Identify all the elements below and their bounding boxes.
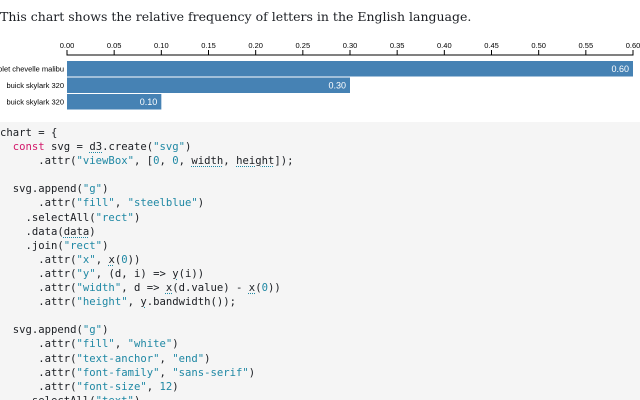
code-line: .attr("font-family", "sans-serif") <box>0 366 256 379</box>
bar-chart: 0.00 0.05 0.10 0.15 0.20 0.25 0.30 0.35 0.40 0.45… <box>0 41 640 110</box>
x-tick-label: 0.40 <box>437 41 452 50</box>
code-block: chart = { const svg = d3.create("svg") .… <box>0 122 640 400</box>
x-tick-label: 0.05 <box>107 41 122 50</box>
code-line: .data(data) <box>0 225 96 238</box>
x-axis: 0.00 0.05 0.10 0.15 0.20 0.25 0.30 0.35 0.40 0.45… <box>60 41 640 56</box>
x-tick-label: 0.20 <box>248 41 263 50</box>
code-cell[interactable]: chart = { const svg = d3.create("svg") .… <box>0 122 640 400</box>
x-tick-label: 0.35 <box>390 41 405 50</box>
x-tick-label: 0.15 <box>201 41 216 50</box>
code-line: .attr("y", (d, i) => y(i)) <box>0 267 205 280</box>
bar <box>67 77 350 93</box>
code-line: .attr("fill", "white") <box>0 338 179 351</box>
value-labels: 0.60 0.30 0.10 <box>140 64 629 107</box>
intro-paragraph: This chart shows the relative frequency … <box>0 9 472 24</box>
x-tick-label: 0.10 <box>154 41 169 50</box>
code-line: chart = { <box>0 127 58 139</box>
bar-value-label: 0.60 <box>611 64 629 74</box>
code-line: .attr("x", x(0)) <box>0 253 141 266</box>
bar-value-label: 0.30 <box>328 80 346 90</box>
x-tick-label: 0.50 <box>531 41 546 50</box>
code-line: svg.append("g") <box>0 324 109 337</box>
code-line: .attr("font-size", 12) <box>0 380 179 393</box>
code-line: const svg = d3.create("svg") <box>12 141 192 154</box>
code-line: .attr("height", y.bandwidth()); <box>0 296 237 309</box>
code-line: .selectAll("rect") <box>0 211 141 224</box>
y-category-label: buick skylark 320 <box>6 81 64 90</box>
x-tick-label: 0.25 <box>296 41 311 50</box>
code-line: .attr("width", d => x(d.value) - x(0)) <box>0 282 281 295</box>
x-tick-label: 0.30 <box>343 41 358 50</box>
y-category-label: chevrolet chevelle malibu <box>0 64 64 73</box>
x-tick-label: 0.60 <box>626 41 640 50</box>
code-line: svg.append("g") <box>0 183 109 196</box>
code-line: .attr("viewBox", [0, 0, width, height]); <box>0 155 294 168</box>
bars <box>67 61 633 110</box>
x-tick-label: 0.00 <box>60 41 75 50</box>
y-axis-labels: chevrolet chevelle malibu buick skylark 3… <box>0 64 64 106</box>
bar <box>67 94 162 110</box>
code-line: .attr("fill", "steelblue") <box>0 197 205 210</box>
x-tick-label: 0.55 <box>579 41 594 50</box>
x-tick-label: 0.45 <box>484 41 499 50</box>
code-line: .attr("text-anchor", "end") <box>0 352 211 365</box>
bar-value-label: 0.10 <box>140 97 158 107</box>
code-line: .selectAll("text") <box>0 395 141 400</box>
code-line: .join("rect") <box>0 239 109 252</box>
y-category-label: buick skylark 320 <box>6 97 64 106</box>
bar <box>67 61 633 77</box>
